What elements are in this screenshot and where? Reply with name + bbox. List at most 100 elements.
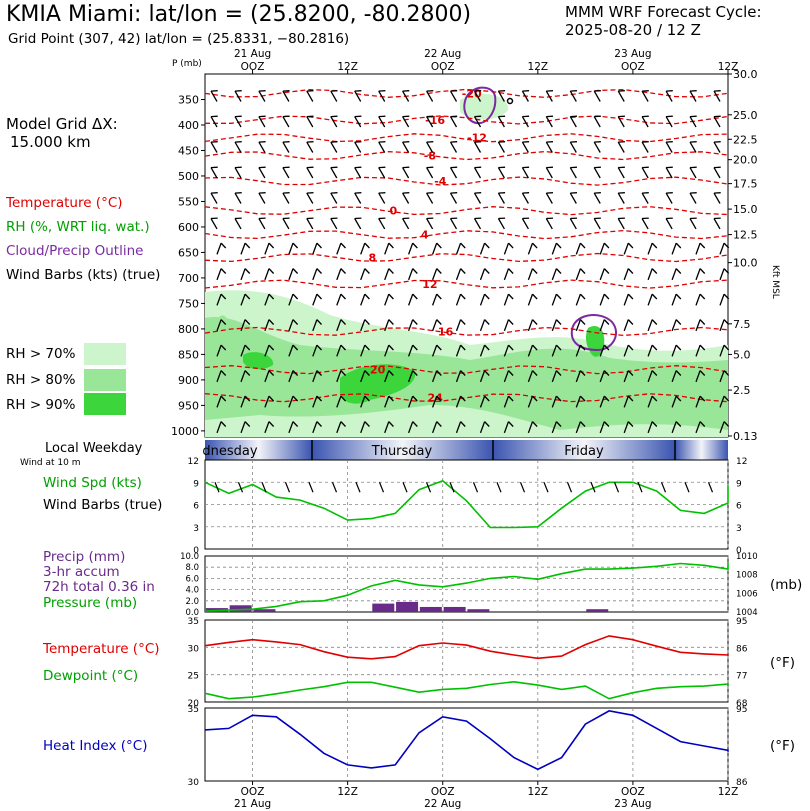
wind-speed-panel-frame	[204, 459, 729, 550]
wind-barb-flag	[268, 268, 275, 274]
wind-barb-staff	[713, 141, 721, 153]
wind-barb-staff	[713, 116, 721, 128]
wind-barb	[455, 370, 466, 383]
wind-barb-staff	[384, 370, 390, 383]
wind-barb-staff	[599, 293, 605, 306]
wind-barb	[240, 395, 251, 408]
wind-barb-staff	[665, 167, 673, 179]
wind-barb-flag	[603, 370, 610, 376]
wind-barb-flag	[570, 90, 578, 92]
wind-barb	[407, 395, 418, 408]
wind-barb-staff	[665, 192, 673, 204]
wind-barb-staff	[665, 141, 673, 153]
surface-wind-barb	[543, 482, 549, 493]
wind-barb	[641, 166, 649, 179]
wind-barb-flag	[675, 319, 682, 325]
wind-barb	[641, 141, 649, 153]
precip-title: Precip (mm)	[43, 549, 126, 565]
wind-barb-staff	[306, 192, 314, 204]
precip-accum: 3-hr accum	[43, 564, 120, 580]
wind-barb	[551, 395, 562, 408]
wind-barb-staff	[521, 116, 529, 128]
heat-index-tick-label: 30	[188, 778, 200, 788]
wind-barb-staff	[258, 116, 266, 128]
wind-barb-flag	[426, 217, 434, 220]
rh-shade-region	[460, 93, 509, 120]
isotherm-line	[204, 229, 729, 240]
wind-barb-flag	[436, 370, 442, 376]
wind-barb-flag	[316, 344, 322, 351]
wind-barb-flag	[244, 395, 251, 402]
wind-barb	[264, 421, 275, 434]
wind-barb	[527, 344, 538, 357]
wind-barb	[599, 293, 610, 306]
wind-barb-staff	[719, 293, 725, 306]
wind-barb-flag	[258, 166, 266, 169]
wind-barb-staff	[671, 242, 677, 255]
wind-barb-flag	[244, 293, 251, 300]
wind-barb	[671, 421, 682, 434]
wind-barb-flag	[508, 268, 514, 274]
wind-barb-flag	[306, 115, 314, 118]
wind-barb-flag	[364, 268, 370, 274]
wind-barb-staff	[623, 344, 629, 357]
wind-barb-staff	[312, 344, 318, 357]
wind-barb-staff	[671, 395, 677, 408]
wind-barb	[240, 268, 251, 281]
wind-barb-staff	[623, 370, 629, 383]
heat-index-tick-label-right: 86	[736, 778, 748, 788]
isotherm-line	[204, 326, 729, 337]
wind-barb-staff	[449, 192, 458, 204]
wind-barb	[384, 319, 394, 332]
wind-barb-flag	[258, 192, 266, 194]
wind-barb	[671, 344, 682, 357]
wind-barb	[216, 319, 227, 332]
wind-barb	[593, 217, 601, 230]
wind-barb-flag	[316, 395, 322, 402]
wind-barb-staff	[527, 421, 534, 434]
wind-barb-staff	[330, 218, 338, 230]
wind-barb-flag	[436, 293, 442, 300]
wind-barb-staff	[288, 421, 294, 434]
wind-barb-staff	[282, 218, 290, 230]
surface-wind-barb	[519, 482, 526, 493]
wind-barb-flag	[450, 217, 458, 220]
wind-barb-flag	[723, 421, 730, 427]
wind-barb	[593, 192, 601, 204]
wind-barb	[593, 141, 601, 153]
wind-barb-flag	[508, 293, 514, 300]
wind-barb-flag	[354, 217, 362, 220]
wind-barb-staff	[312, 395, 318, 408]
wind-barb-flag	[354, 115, 362, 118]
wind-barb	[360, 242, 370, 255]
wind-barb	[719, 421, 730, 434]
wind-barb-flag	[546, 90, 554, 92]
wind-barb	[306, 217, 314, 230]
wind-barb-flag	[498, 90, 506, 92]
wind-barb-staff	[234, 116, 242, 128]
wind-barb-staff	[282, 192, 290, 204]
wind-barb	[384, 268, 394, 281]
wind-barb-staff	[545, 218, 553, 230]
wind-barb-flag	[210, 115, 218, 118]
isotherm-line	[204, 252, 729, 263]
wind-barb	[378, 115, 386, 128]
wind-barb-flag	[594, 192, 601, 194]
wind-barb-staff	[210, 167, 218, 179]
wind-barb	[647, 242, 658, 255]
wind-barb	[473, 90, 482, 102]
wind-barb	[330, 166, 338, 179]
wind-barb-flag	[579, 268, 586, 274]
wind-barb-staff	[479, 421, 486, 434]
wind-barb-flag	[555, 344, 562, 351]
wind-barb	[216, 344, 227, 357]
rh-legend-label-90: RH > 90%	[6, 397, 76, 413]
precip-bar	[419, 606, 442, 612]
wind-barb-staff	[431, 242, 438, 255]
wind-barb-staff	[330, 116, 338, 128]
wind-barb-flag	[666, 90, 673, 92]
wind-barb	[431, 395, 442, 408]
wind-barb-staff	[719, 268, 725, 281]
wind-barb-flag	[508, 344, 514, 351]
wind-barb	[689, 217, 697, 230]
